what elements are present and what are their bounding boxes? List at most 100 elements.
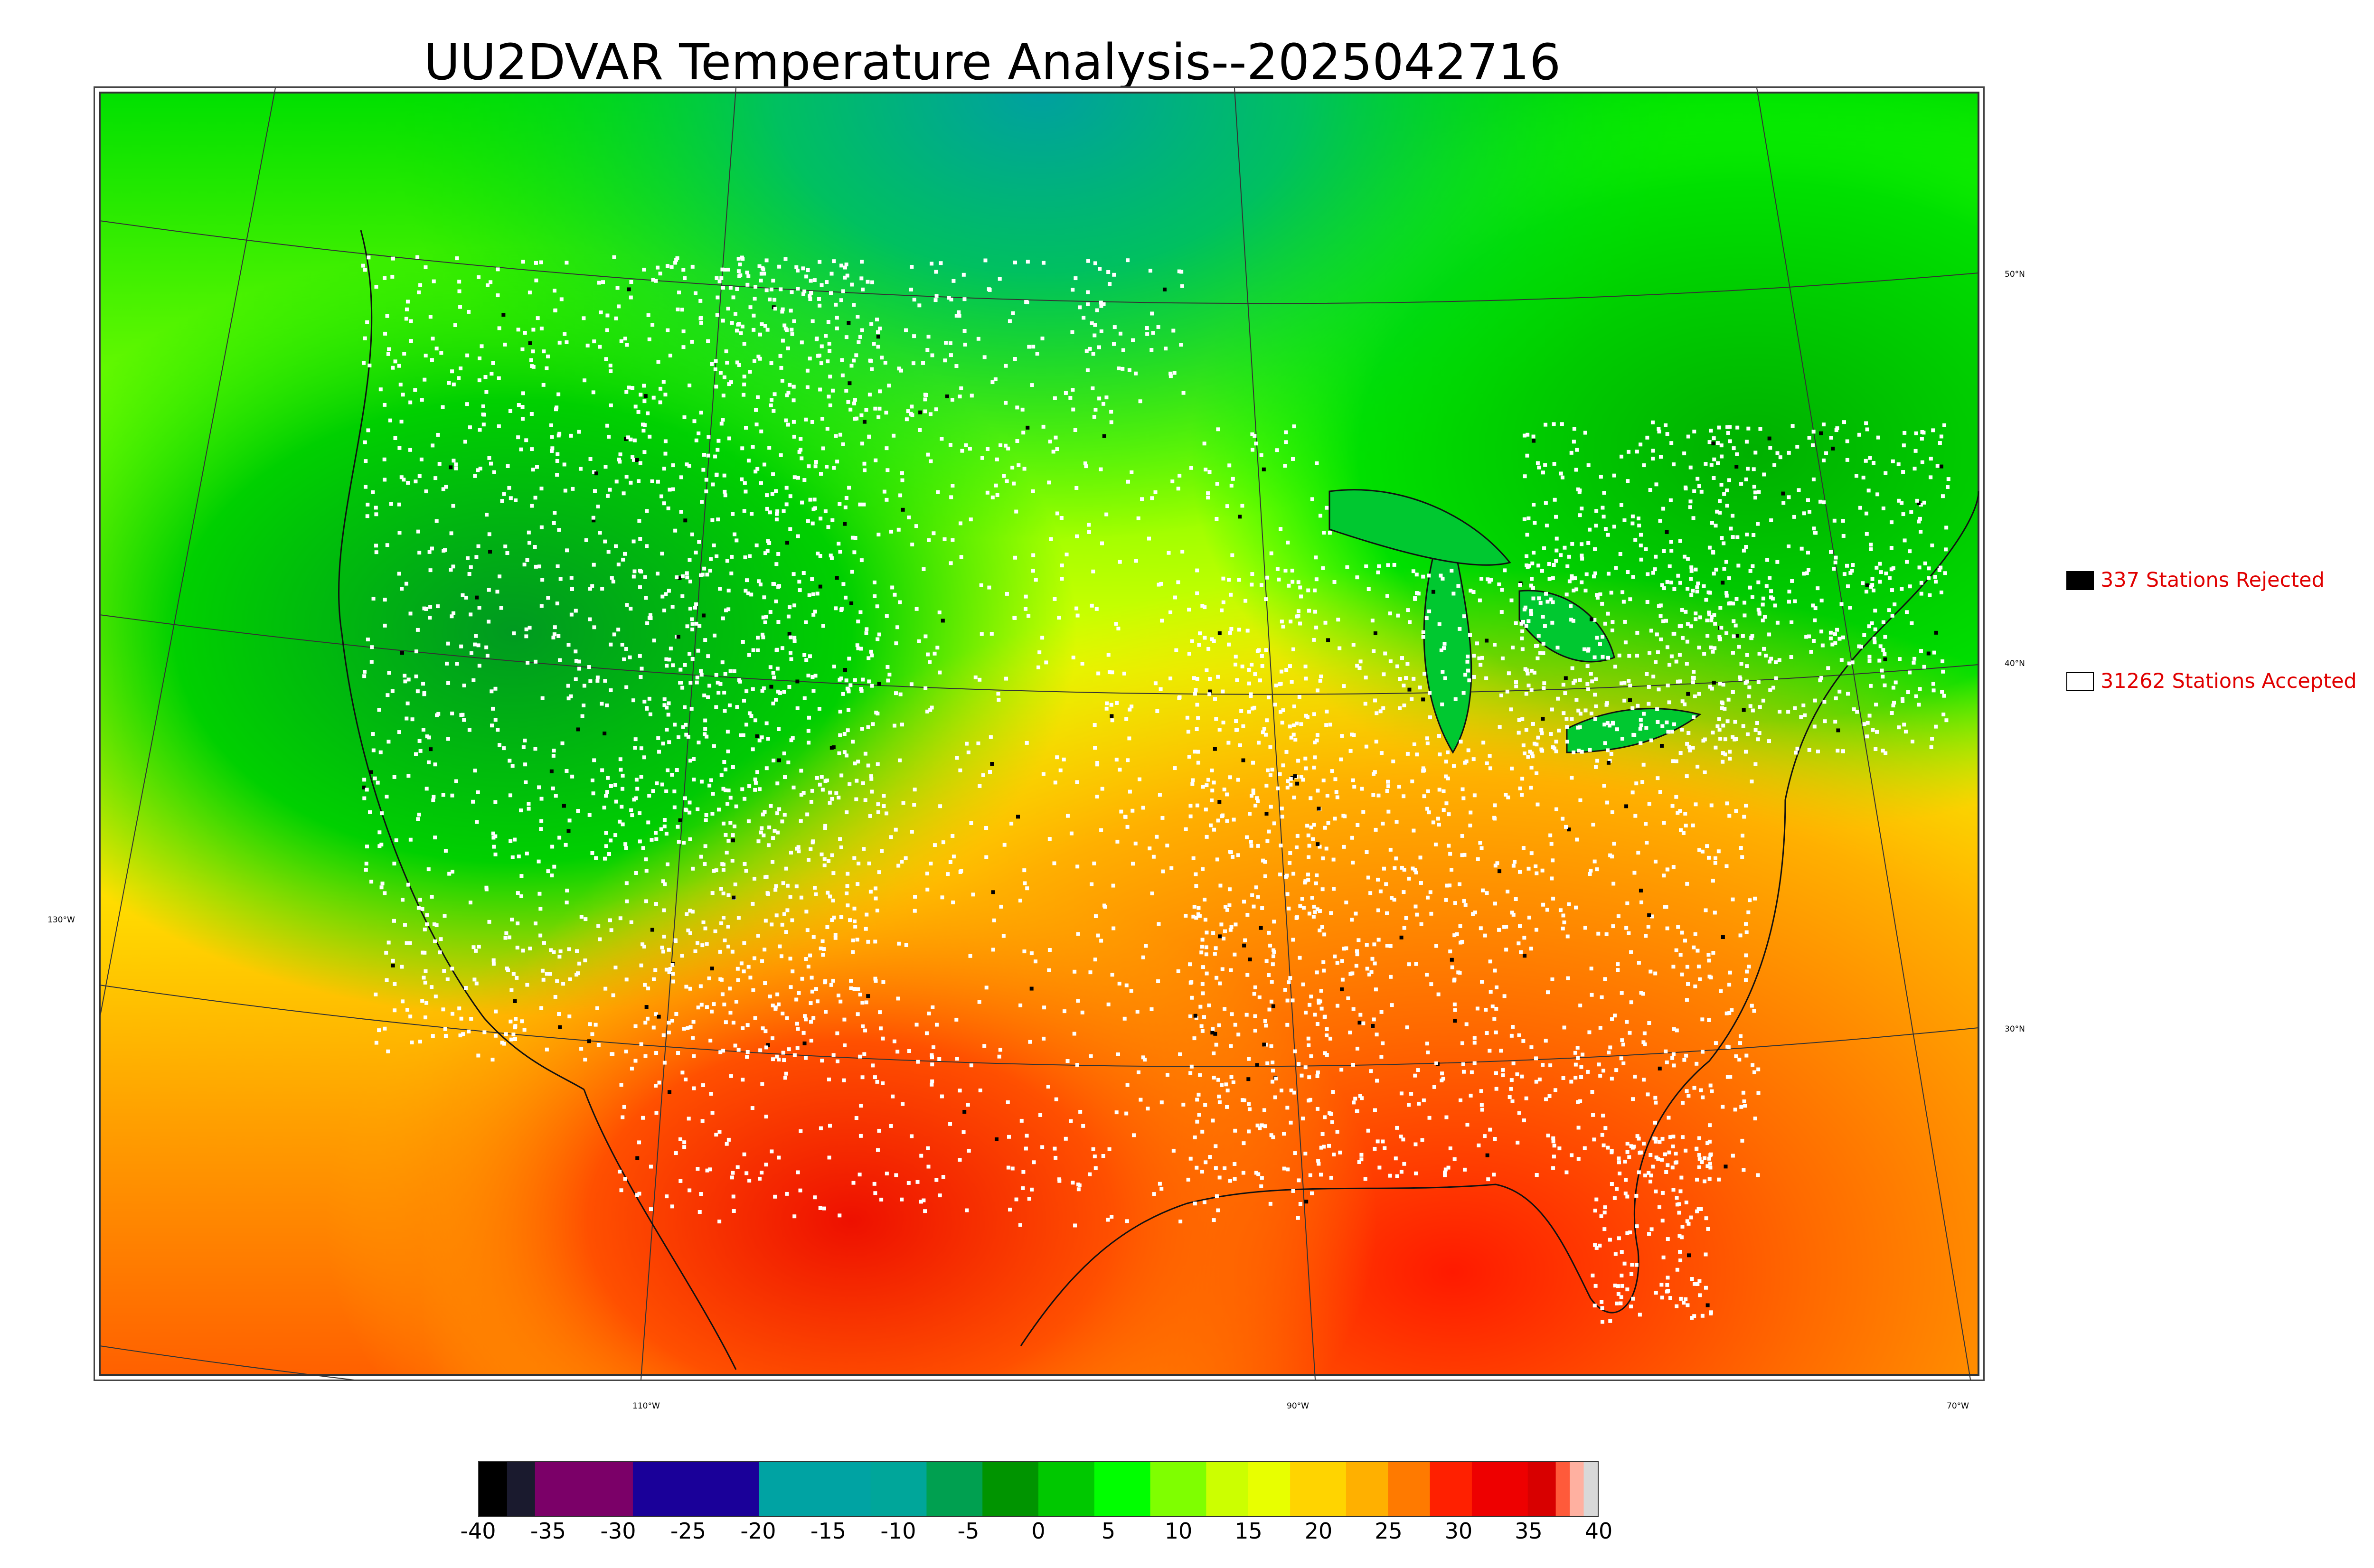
- station-dot: [648, 613, 652, 617]
- station-dot: [1608, 759, 1612, 763]
- station-dot: [728, 286, 733, 290]
- station-dot: [1425, 736, 1429, 741]
- station-dot: [1325, 709, 1329, 714]
- station-dot: [1284, 750, 1289, 754]
- station-dot: [1565, 725, 1569, 729]
- station-dot: [609, 369, 613, 373]
- station-dot: [1807, 748, 1811, 752]
- station-dot: [382, 457, 386, 461]
- station-dot: [951, 279, 956, 283]
- station-dot: [751, 747, 755, 751]
- station-dot: [642, 423, 647, 427]
- station-dot: [1006, 1165, 1010, 1170]
- station-dot: [843, 505, 848, 509]
- station-dot: [1384, 882, 1388, 886]
- station-dot: [574, 677, 578, 681]
- station-dot: [1725, 719, 1730, 723]
- station-dot: [1485, 1153, 1489, 1157]
- station-dot: [1458, 882, 1462, 886]
- station-dot: [1085, 368, 1090, 372]
- station-dot: [1196, 1092, 1201, 1097]
- station-dot: [852, 550, 857, 554]
- station-dot: [1264, 1023, 1268, 1028]
- station-dot: [663, 393, 668, 397]
- station-dot: [671, 663, 675, 667]
- station-dot: [603, 986, 608, 991]
- station-dot: [539, 525, 544, 529]
- station-dot: [1891, 704, 1895, 708]
- station-dot: [1647, 1021, 1651, 1025]
- station-dot: [1718, 737, 1723, 741]
- station-dot: [770, 922, 774, 927]
- station-dot: [1744, 804, 1748, 808]
- station-dot: [1212, 780, 1216, 785]
- station-dot: [802, 1041, 807, 1045]
- station-dot: [763, 981, 767, 986]
- station-dot: [852, 906, 857, 911]
- station-dot: [1256, 895, 1260, 899]
- station-dot: [1809, 650, 1813, 654]
- station-dot: [930, 1055, 934, 1060]
- station-dot: [769, 685, 773, 689]
- station-dot: [1624, 926, 1629, 930]
- station-dot: [1617, 1156, 1621, 1161]
- station-dot: [510, 855, 515, 859]
- station-dot: [820, 788, 825, 792]
- station-dot: [1597, 1062, 1601, 1067]
- station-dot: [1093, 1155, 1097, 1159]
- station-dot: [1244, 599, 1248, 603]
- station-dot: [1719, 443, 1724, 448]
- station-dot: [579, 915, 584, 919]
- station-dot: [1654, 554, 1658, 559]
- station-dot: [923, 634, 928, 638]
- station-dot: [742, 342, 746, 346]
- station-dot: [1521, 1039, 1526, 1043]
- station-dot: [363, 268, 367, 272]
- station-dot: [1102, 434, 1106, 438]
- station-dot: [913, 895, 917, 899]
- station-dot: [754, 718, 758, 723]
- station-dot: [863, 1028, 867, 1033]
- station-dot: [1006, 446, 1010, 451]
- station-dot: [524, 627, 528, 631]
- station-dot: [699, 1003, 704, 1007]
- station-dot: [1678, 539, 1682, 543]
- station-dot: [1350, 971, 1355, 976]
- station-dot: [1023, 881, 1027, 885]
- station-dot: [1511, 864, 1516, 868]
- station-dot: [688, 909, 692, 913]
- station-dot: [1115, 839, 1120, 844]
- station-dot: [1030, 1187, 1034, 1192]
- station-dot: [1261, 730, 1265, 734]
- station-dot: [491, 962, 496, 966]
- station-dot: [1731, 535, 1735, 539]
- station-dot: [1298, 956, 1302, 960]
- station-dot: [1609, 591, 1613, 595]
- station-dot: [1440, 1078, 1444, 1082]
- station-dot: [1104, 512, 1109, 516]
- station-dot: [450, 793, 454, 798]
- station-dot: [796, 1027, 800, 1031]
- station-dot: [1053, 396, 1057, 400]
- station-dot: [1601, 655, 1605, 659]
- station-dot: [622, 1105, 626, 1109]
- station-dot: [1285, 998, 1290, 1003]
- station-dot: [811, 592, 816, 596]
- station-dot: [714, 359, 718, 363]
- station-dot: [1365, 967, 1369, 971]
- station-dot: [1684, 610, 1688, 614]
- station-dot: [1918, 687, 1922, 691]
- station-dot: [1910, 621, 1914, 625]
- station-dot: [833, 933, 838, 937]
- station-dot: [640, 667, 644, 671]
- station-dot: [787, 685, 791, 689]
- station-dot: [1251, 761, 1255, 765]
- station-dot: [1920, 437, 1924, 441]
- station-dot: [1544, 1039, 1548, 1043]
- station-dot: [1172, 371, 1177, 375]
- station-dot: [1111, 883, 1115, 888]
- station-dot: [595, 1006, 600, 1010]
- station-dot: [569, 694, 573, 698]
- station-dot: [1725, 801, 1729, 806]
- station-dot: [393, 359, 397, 364]
